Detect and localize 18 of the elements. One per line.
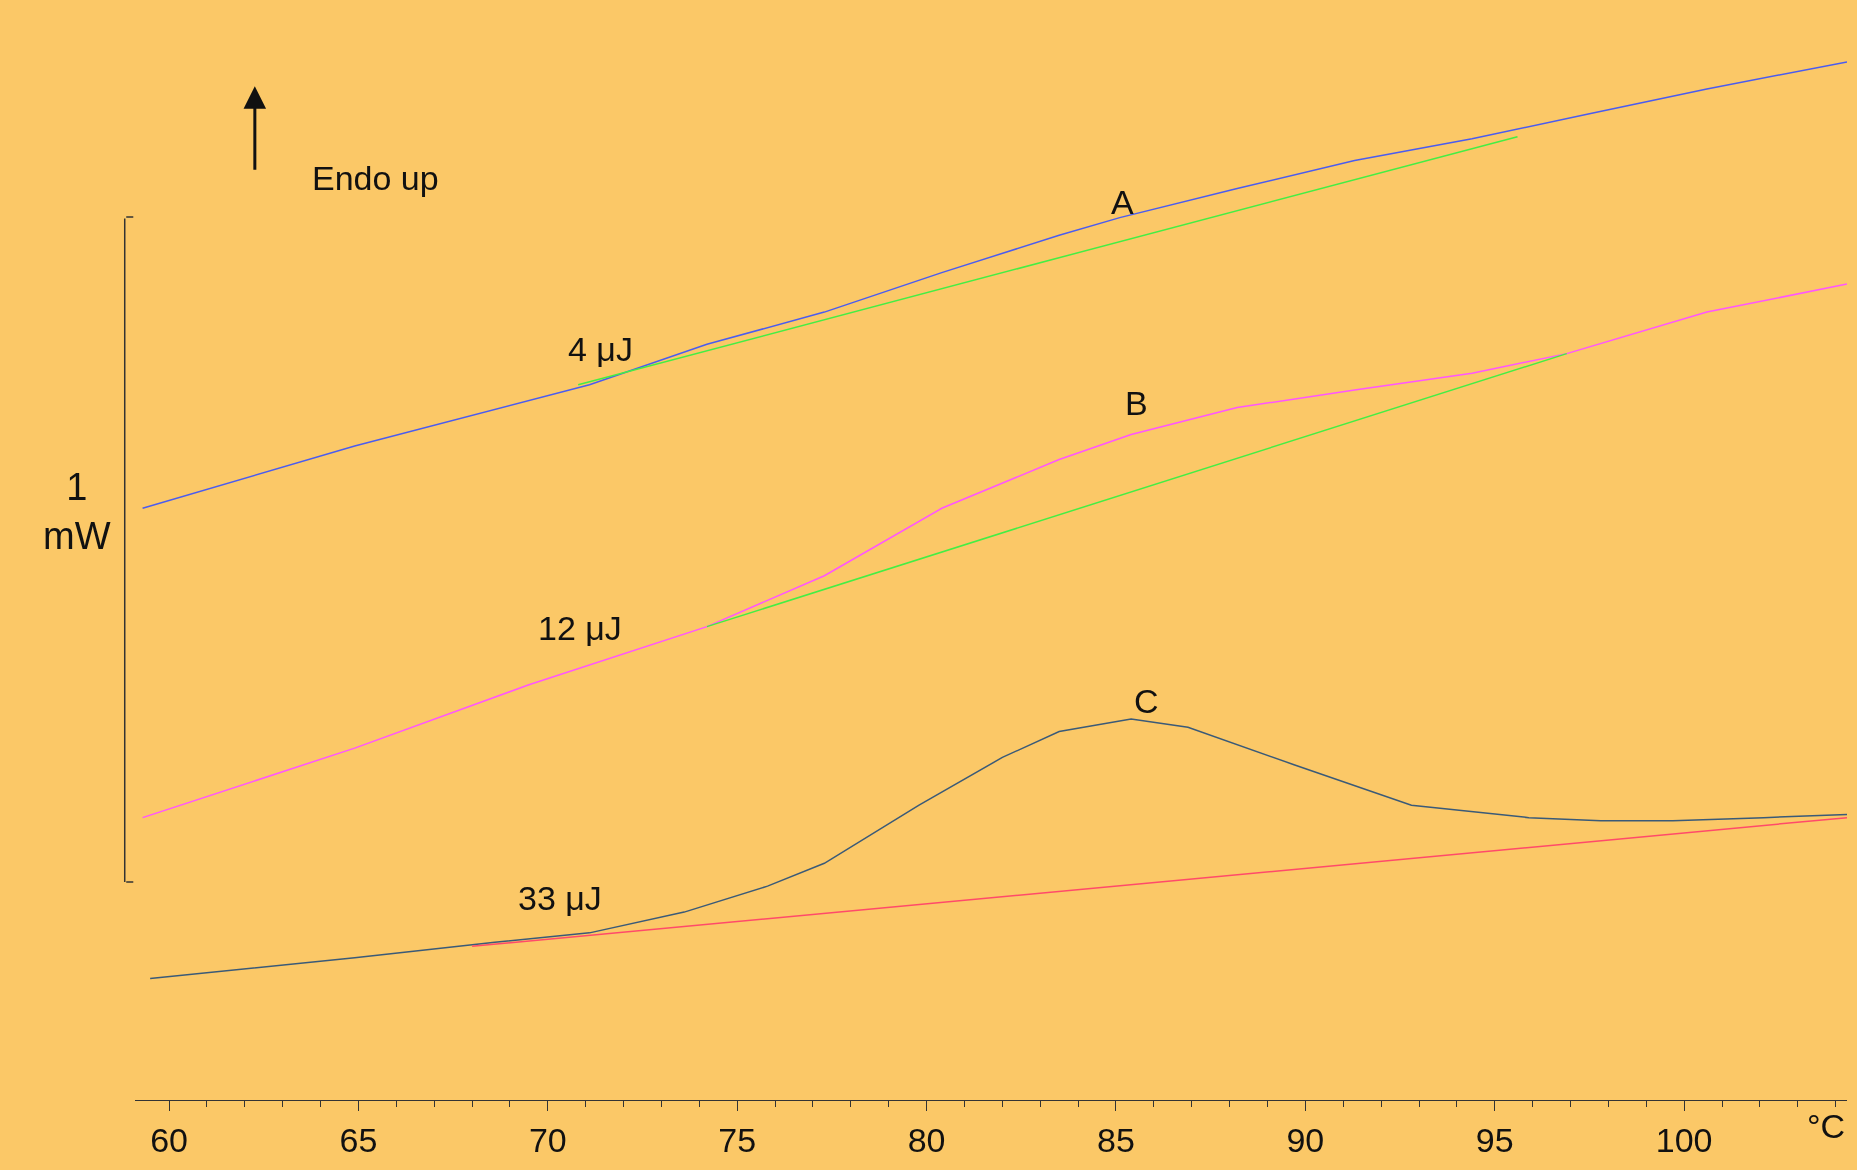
x-tick-label: 65	[339, 1120, 378, 1159]
x-tick-label: 60	[150, 1120, 188, 1159]
text: 1 mW	[43, 466, 111, 558]
x-tick-label: 90	[1286, 1120, 1325, 1159]
x-tick-label: 85	[1097, 1120, 1135, 1159]
x-tick-label: 70	[528, 1120, 567, 1159]
annotation: Endo up	[312, 159, 439, 197]
x-axis-title: °C	[1807, 1107, 1846, 1145]
annotation: 4 μJ	[568, 330, 633, 368]
annotation: 33 μJ	[518, 879, 602, 917]
x-tick-label: 75	[718, 1120, 757, 1159]
annotation: B	[1125, 384, 1148, 422]
x-tick-label: 80	[907, 1120, 946, 1159]
x-tick-label: 100	[1655, 1120, 1713, 1159]
x-tick-label: 95	[1475, 1120, 1514, 1159]
annotation: 12 μJ	[538, 609, 622, 647]
annotation: A	[1111, 183, 1134, 221]
annotation: C	[1134, 682, 1159, 720]
